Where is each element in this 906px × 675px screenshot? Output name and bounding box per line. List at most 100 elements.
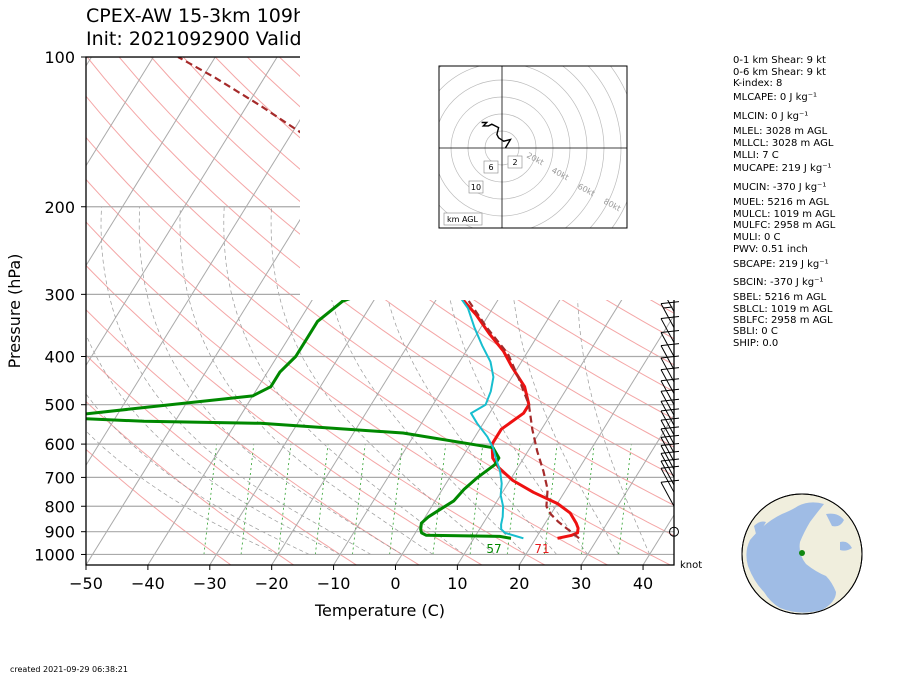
mixing-ratio-line [277,444,292,555]
station-marker [799,550,805,556]
wind-barb [660,434,680,462]
isotherm [86,57,278,367]
wind-barb [660,443,680,470]
isotherm [86,57,154,167]
isotherm [86,57,340,467]
index-line: MLEL: 3028 m AGL [733,126,828,137]
barb-staff [660,482,675,507]
hodograph-height-label: 2 [512,158,517,167]
wind-barb [660,479,680,507]
index-line: MULCL: 1019 m AGL [733,209,836,220]
barb-flag [660,458,680,462]
barb-flag [660,316,680,320]
wind-barb [660,465,680,493]
mixing-ratio-line [432,444,447,555]
index-line: SBLCL: 1019 m AGL [733,304,833,315]
barb-flag [660,450,680,454]
barb-staff [660,357,675,383]
barb-flag [660,417,680,421]
x-tick-label: −50 [69,574,103,593]
index-line: MULFC: 2958 m AGL [733,220,836,231]
y-tick-label: 200 [44,198,75,217]
barb-flag [660,367,680,371]
y-tick-label: 300 [44,285,75,304]
barb-staff [660,391,675,416]
mixing-ratio-line [581,444,595,555]
index-line: MULI: 0 C [733,232,781,243]
barb-flag [660,355,680,359]
barb-flag [660,301,680,305]
index-line: SBCIN: -370 J kg⁻¹ [733,277,824,288]
barb-staff [660,401,675,426]
y-tick-label: 900 [44,523,75,542]
wind-barb [660,398,680,426]
barb-flag [660,443,680,447]
index-line: MUCAPE: 219 J kg⁻¹ [733,163,832,174]
barb-staff [660,468,675,493]
mixing-ratio-line [314,444,329,555]
index-line: PWV: 0.51 inch [733,244,808,255]
barb-flag [660,408,680,412]
wind-barb [660,388,680,416]
hodograph-trace [481,121,512,149]
y-axis-label: Pressure (hPa) [5,254,24,369]
wind-barb-calm [669,526,679,537]
barb-staff [660,380,675,405]
index-line: MLCIN: 0 J kg⁻¹ [733,111,809,122]
y-tick-label: 800 [44,497,75,516]
dry-adiabat [86,221,546,565]
mixing-ratio-line [618,444,632,555]
mixing-ratio-line [506,444,521,555]
hodograph-height-label: 6 [488,163,493,172]
mixing-ratio-line [203,444,218,555]
moist-adiabat [509,206,619,555]
barb-flag [660,479,680,483]
index-line: MLLI: 7 C [733,150,779,161]
x-tick-label: 0 [390,574,400,593]
x-tick-label: 10 [447,574,467,593]
barb-half-flag [663,306,673,309]
mixing-ratio-line [469,444,484,555]
y-tick-label: 1000 [34,545,75,564]
surface-temperature-label: 71 [534,542,549,556]
dry-adiabat [86,354,357,565]
barb-staff [660,453,675,478]
x-tick-label: −10 [317,574,351,593]
wind-barb [660,378,680,405]
wind-barb [660,301,680,328]
x-tick-label: −20 [255,574,289,593]
moist-adiabat [86,430,279,555]
wind-barb [660,417,680,445]
barb-staff [660,437,675,462]
dry-adiabat [86,57,674,506]
barb-flag [660,388,680,392]
y-tick-label: 400 [44,348,75,367]
isotherm [456,214,674,565]
index-line: SHIP: 0.0 [733,338,779,349]
y-tick-label: 700 [44,468,75,487]
dry-adiabat [86,264,483,565]
dry-adiabat [86,95,674,537]
index-line: SBCAPE: 219 J kg⁻¹ [733,259,829,270]
dry-adiabat [86,136,671,565]
mixing-ratio-line [389,444,403,555]
dry-adiabat [86,400,294,565]
moist-adiabat [86,333,341,555]
location-globe [741,493,863,615]
hodograph-height-label: 10 [471,183,481,192]
wind-barb [660,355,680,383]
isotherm [518,314,674,565]
barb-staff [660,303,675,328]
index-line: MLLCL: 3028 m AGL [733,138,834,149]
created-timestamp: created 2021-09-29 06:38:21 [10,665,128,674]
y-tick-label: 500 [44,396,75,415]
barb-flag [660,378,680,382]
y-tick-label: 100 [44,48,75,67]
barb-flag [660,343,680,347]
index-line: MUEL: 5216 m AGL [733,197,829,208]
barb-staff [660,318,675,343]
x-tick-label: −30 [193,574,227,593]
mixing-ratio-line [240,444,255,555]
